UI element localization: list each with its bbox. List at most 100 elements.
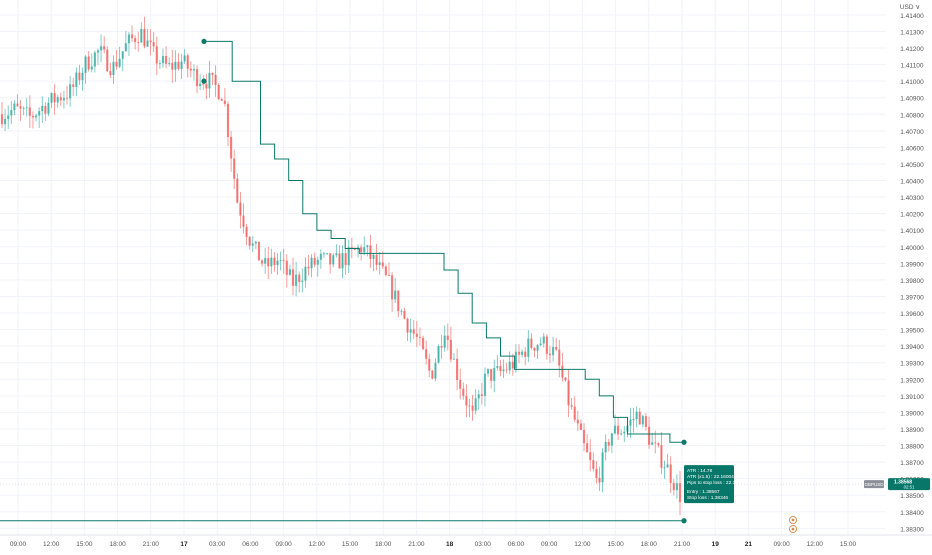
- candle-body: [486, 369, 490, 374]
- candle-body: [322, 253, 326, 255]
- candle-body: [672, 482, 675, 491]
- candle-body: [208, 72, 211, 89]
- time-tick-label: 09:00: [773, 541, 790, 548]
- candle-body: [548, 353, 552, 356]
- candle-body: [78, 72, 81, 81]
- candle-body: [87, 56, 90, 70]
- candle-body: [59, 97, 62, 101]
- time-tick-label: 12:00: [43, 541, 60, 548]
- candle-body: [124, 43, 127, 52]
- time-tick-label: 12:00: [807, 541, 824, 548]
- time-axis[interactable]: [0, 535, 932, 550]
- candle-body: [638, 411, 641, 425]
- candle-body: [236, 178, 239, 203]
- candle-body: [468, 405, 471, 407]
- candle-body: [155, 46, 158, 64]
- candle-body: [118, 58, 121, 67]
- price-tick-label: 1.39400: [900, 344, 924, 351]
- event-marker-dot: [791, 527, 795, 531]
- candle-body: [106, 49, 109, 72]
- candle-body: [84, 56, 87, 73]
- candle-body: [121, 51, 124, 59]
- price-tick-label: 1.40800: [900, 112, 924, 119]
- candle-body: [295, 274, 298, 286]
- candle-body: [372, 254, 375, 260]
- candle-body: [72, 84, 75, 87]
- candle-body: [406, 318, 409, 333]
- grid: [0, 0, 886, 535]
- price-tick-label: 1.38700: [900, 460, 924, 467]
- candle-body: [180, 61, 183, 69]
- candle-body: [412, 329, 415, 334]
- candle-body: [13, 103, 16, 111]
- price-tick-label: 1.40100: [900, 228, 924, 235]
- time-tick-label: 18:00: [641, 541, 658, 548]
- candle-body: [242, 215, 245, 227]
- price-scale: 1.41400 1.41300 1.41200 1.41100 1.41000 1.409…: [900, 4, 924, 533]
- info-line: Stop loss : 1.38346: [687, 495, 728, 501]
- stop-marker: [681, 439, 687, 445]
- candle-body: [431, 370, 434, 379]
- candle-body: [41, 105, 44, 112]
- price-tick-label: 1.40000: [900, 245, 924, 252]
- candle-body: [288, 269, 292, 275]
- candle-body: [313, 257, 316, 265]
- candle-body: [347, 247, 350, 266]
- candle-body: [387, 275, 391, 276]
- candle-body: [168, 62, 171, 64]
- currency-label: USD ∨: [900, 4, 921, 11]
- candle-body: [202, 83, 205, 85]
- candle-body: [335, 253, 338, 256]
- candle-body: [440, 345, 443, 348]
- candle-body: [666, 464, 669, 468]
- price-tick-label: 1.39000: [900, 410, 924, 417]
- candle-body: [217, 84, 220, 100]
- candle-body: [570, 405, 573, 407]
- candle-body: [69, 84, 72, 99]
- candle-body: [53, 93, 56, 103]
- candle-body: [270, 257, 273, 267]
- candle-body: [298, 274, 301, 282]
- candle-body: [657, 443, 660, 446]
- candle-body: [496, 366, 499, 368]
- info-line: Entry : 1.38567: [687, 489, 720, 495]
- candle-body: [223, 100, 227, 104]
- candle-body: [307, 266, 310, 269]
- price-axis[interactable]: [886, 0, 932, 535]
- price-tick-label: 1.40300: [900, 195, 924, 202]
- price-tick-label: 1.38500: [900, 493, 924, 500]
- price-tick-label: 1.38400: [900, 510, 924, 517]
- candle-body: [338, 253, 341, 269]
- candle-body: [251, 243, 254, 246]
- event-marker-icon: [788, 515, 798, 525]
- candle-body: [81, 72, 84, 81]
- candle-body: [384, 266, 387, 276]
- price-tick-label: 1.38900: [900, 427, 924, 434]
- candle-body: [276, 260, 279, 266]
- candle-body: [164, 55, 168, 64]
- candle-body: [360, 247, 363, 253]
- event-marker-icon: [788, 524, 798, 534]
- candle-body: [607, 441, 610, 446]
- candle-body: [400, 310, 403, 312]
- candle-body: [177, 61, 180, 69]
- candle-body: [65, 97, 69, 99]
- trailing-stop-line: [204, 40, 684, 443]
- candle-body: [369, 245, 372, 260]
- price-tick-label: 1.38800: [900, 444, 924, 451]
- candle-body: [109, 71, 112, 76]
- price-tick-label: 1.40500: [900, 162, 924, 169]
- candle-body: [146, 40, 149, 47]
- candle-body: [7, 115, 10, 119]
- candle-body: [220, 99, 223, 101]
- candle-body: [394, 290, 397, 300]
- candle-body: [480, 394, 483, 396]
- candle-body: [229, 137, 233, 159]
- candle-body: [471, 405, 474, 411]
- price-tag-label: 1.38568: [894, 480, 912, 486]
- candle-body: [140, 28, 143, 43]
